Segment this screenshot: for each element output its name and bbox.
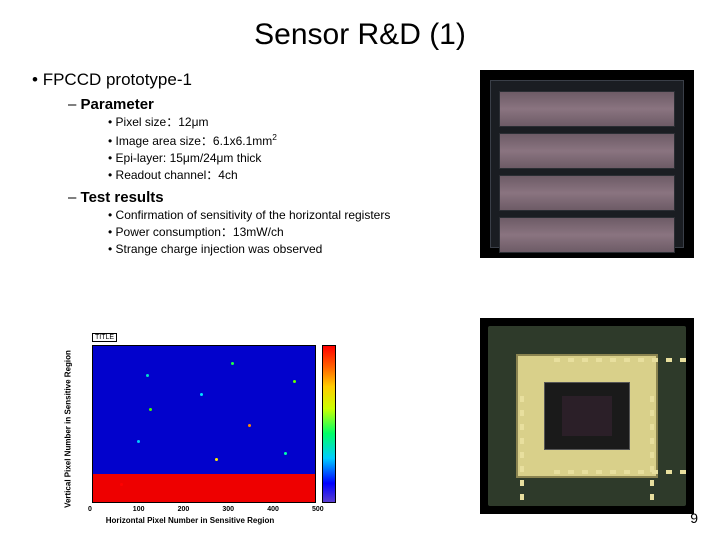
sensor-photo-bottom <box>480 318 694 514</box>
plot-colorbar <box>322 345 336 503</box>
sensor-photo-top <box>480 70 694 258</box>
bond-pad <box>624 470 630 474</box>
bond-pad <box>666 470 672 474</box>
bond-pad <box>568 470 574 474</box>
bond-pad <box>520 466 524 472</box>
bond-pad <box>638 470 644 474</box>
sensor-readout-row <box>499 175 675 211</box>
bond-pad <box>650 424 654 430</box>
bond-pad <box>652 358 658 362</box>
bond-pad <box>554 358 560 362</box>
plot-xtick: 300 <box>222 506 234 513</box>
plot-point <box>215 458 218 461</box>
bond-pad <box>650 466 654 472</box>
chip-active-area <box>562 396 612 436</box>
bond-pad <box>610 358 616 362</box>
sensitivity-plot: TITLE Horizontal Pixel Number in Sensiti… <box>64 333 344 525</box>
bond-pad <box>582 358 588 362</box>
bond-pad <box>520 494 524 500</box>
chip-gold-carrier <box>516 354 658 478</box>
page-number: 9 <box>690 510 698 526</box>
plot-point <box>146 374 149 377</box>
sensor-readout-row <box>499 217 675 253</box>
plot-xlabel: Horizontal Pixel Number in Sensitive Reg… <box>64 516 316 525</box>
plot-point <box>200 393 203 396</box>
sensor-readout-row <box>499 133 675 169</box>
plot-red-band <box>93 474 315 502</box>
bond-pad <box>568 358 574 362</box>
bond-pad <box>650 494 654 500</box>
chip-pcb <box>488 326 686 506</box>
sensor-readout-row <box>499 91 675 127</box>
plot-point <box>137 440 140 443</box>
bond-pad <box>520 396 524 402</box>
plot-xtick: 500 <box>312 506 324 513</box>
bond-pad <box>650 438 654 444</box>
bond-pad <box>582 470 588 474</box>
bond-pad <box>520 424 524 430</box>
bond-pad <box>520 410 524 416</box>
plot-point <box>149 408 152 411</box>
plot-title-box: TITLE <box>92 333 117 342</box>
bond-pad <box>554 470 560 474</box>
plot-xtick: 0 <box>88 506 92 513</box>
bond-pad <box>650 480 654 486</box>
plot-point <box>284 452 287 455</box>
plot-xtick: 400 <box>267 506 279 513</box>
bond-pad <box>650 396 654 402</box>
bond-pad <box>650 410 654 416</box>
bond-pad <box>624 358 630 362</box>
bond-pad <box>638 358 644 362</box>
bond-pad <box>520 438 524 444</box>
bond-pad <box>650 452 654 458</box>
bond-pad <box>520 452 524 458</box>
plot-frame <box>92 345 316 503</box>
plot-xtick: 200 <box>178 506 190 513</box>
bond-pad <box>666 358 672 362</box>
plot-point <box>120 483 123 486</box>
sensor-die <box>490 80 684 248</box>
plot-point <box>248 424 251 427</box>
chip-die <box>544 382 630 450</box>
bond-pad <box>520 480 524 486</box>
bond-pad <box>680 470 686 474</box>
bond-pad <box>596 358 602 362</box>
plot-point <box>293 380 296 383</box>
bond-pad <box>596 470 602 474</box>
bond-pad <box>680 358 686 362</box>
slide-title: Sensor R&D (1) <box>0 0 720 52</box>
bond-pad <box>610 470 616 474</box>
plot-xtick: 100 <box>133 506 145 513</box>
plot-point <box>231 362 234 365</box>
